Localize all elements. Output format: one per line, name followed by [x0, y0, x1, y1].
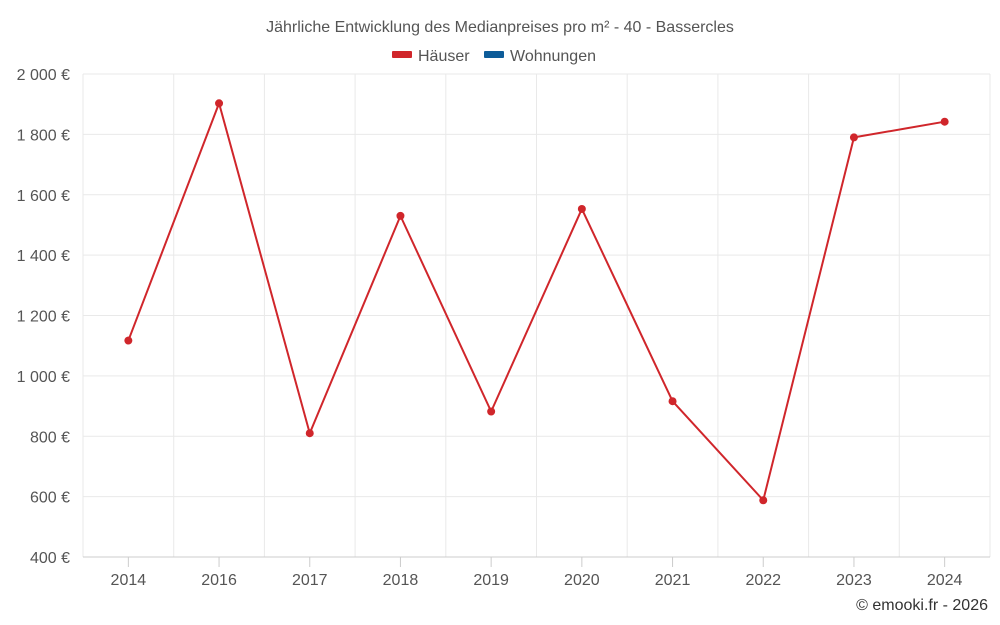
x-tick-label: 2023: [836, 572, 872, 589]
x-tick-label: 2020: [564, 572, 600, 589]
data-point-haeuser[interactable]: [759, 496, 768, 505]
credit-text: © emooki.fr - 2026: [856, 597, 988, 614]
x-tick-label: 2014: [111, 572, 147, 589]
x-tick-label: 2019: [473, 572, 509, 589]
y-tick-label: 800 €: [30, 429, 70, 446]
x-tick-label: 2024: [927, 572, 963, 589]
data-point-haeuser[interactable]: [487, 407, 496, 416]
legend-label-haeuser: Häuser: [418, 48, 470, 65]
y-tick-label: 600 €: [30, 490, 70, 507]
y-tick-label: 1 000 €: [17, 369, 70, 386]
data-point-haeuser[interactable]: [849, 133, 858, 142]
y-axis-ticks: 400 € 600 € 800 € 1 000 € 1 200 € 1 400 € 1 60…: [17, 67, 70, 567]
series-line-haeuser: [127, 102, 945, 502]
data-point-haeuser[interactable]: [215, 99, 224, 108]
y-tick-label: 400 €: [30, 550, 70, 567]
y-tick-label: 2 000 €: [17, 67, 70, 84]
x-tick-label: 2018: [383, 572, 419, 589]
y-tick-label: 1 200 €: [17, 309, 70, 326]
data-point-haeuser[interactable]: [396, 211, 405, 220]
data-point-haeuser[interactable]: [305, 429, 314, 438]
y-tick-label: 1 600 €: [17, 188, 70, 205]
data-point-haeuser[interactable]: [940, 117, 949, 126]
chart-title: Jährliche Entwicklung des Medianpreises …: [266, 19, 734, 36]
legend: Häuser Wohnungen: [392, 48, 596, 65]
x-axis-ticks: 2014 2016 2017 2018 2019 2020 2021 2022 2023 2024: [111, 557, 963, 589]
legend-item-wohnungen[interactable]: Wohnungen: [484, 48, 596, 65]
y-tick-label: 1 400 €: [17, 248, 70, 265]
series-haeuser: [124, 99, 949, 505]
x-tick-label: 2022: [745, 572, 781, 589]
x-tick-label: 2021: [655, 572, 691, 589]
x-tick-label: 2017: [292, 572, 328, 589]
data-point-haeuser[interactable]: [577, 204, 586, 213]
data-point-haeuser[interactable]: [668, 397, 677, 406]
legend-swatch-haeuser: [392, 51, 412, 58]
x-tick-label: 2016: [201, 572, 237, 589]
data-point-haeuser[interactable]: [124, 336, 133, 345]
legend-item-haeuser[interactable]: Häuser: [392, 48, 470, 65]
legend-swatch-wohnungen: [484, 51, 504, 58]
y-tick-label: 1 800 €: [17, 127, 70, 144]
legend-label-wohnungen: Wohnungen: [510, 48, 596, 65]
